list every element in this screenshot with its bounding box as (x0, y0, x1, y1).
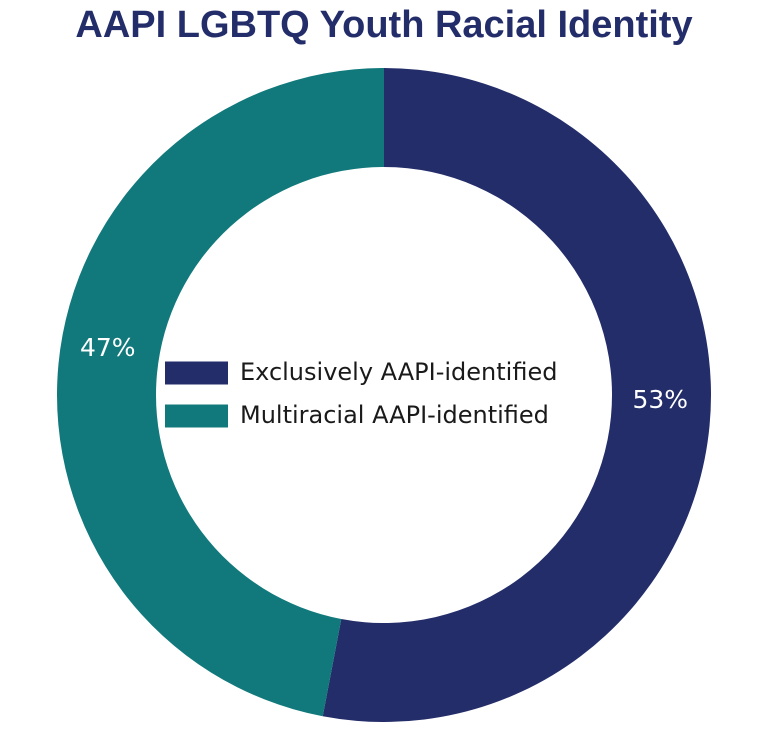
legend-label: Multiracial AAPI-identified (240, 401, 549, 429)
value-label: 47% (80, 333, 136, 362)
donut-slice (56, 68, 384, 717)
value-label: 53% (632, 385, 688, 414)
legend-swatch (165, 361, 228, 385)
chart-title: AAPI LGBTQ Youth Racial Identity (75, 4, 692, 46)
donut-slice (322, 68, 711, 722)
legend-swatch (165, 404, 228, 428)
legend-label: Exclusively AAPI-identified (240, 358, 557, 386)
